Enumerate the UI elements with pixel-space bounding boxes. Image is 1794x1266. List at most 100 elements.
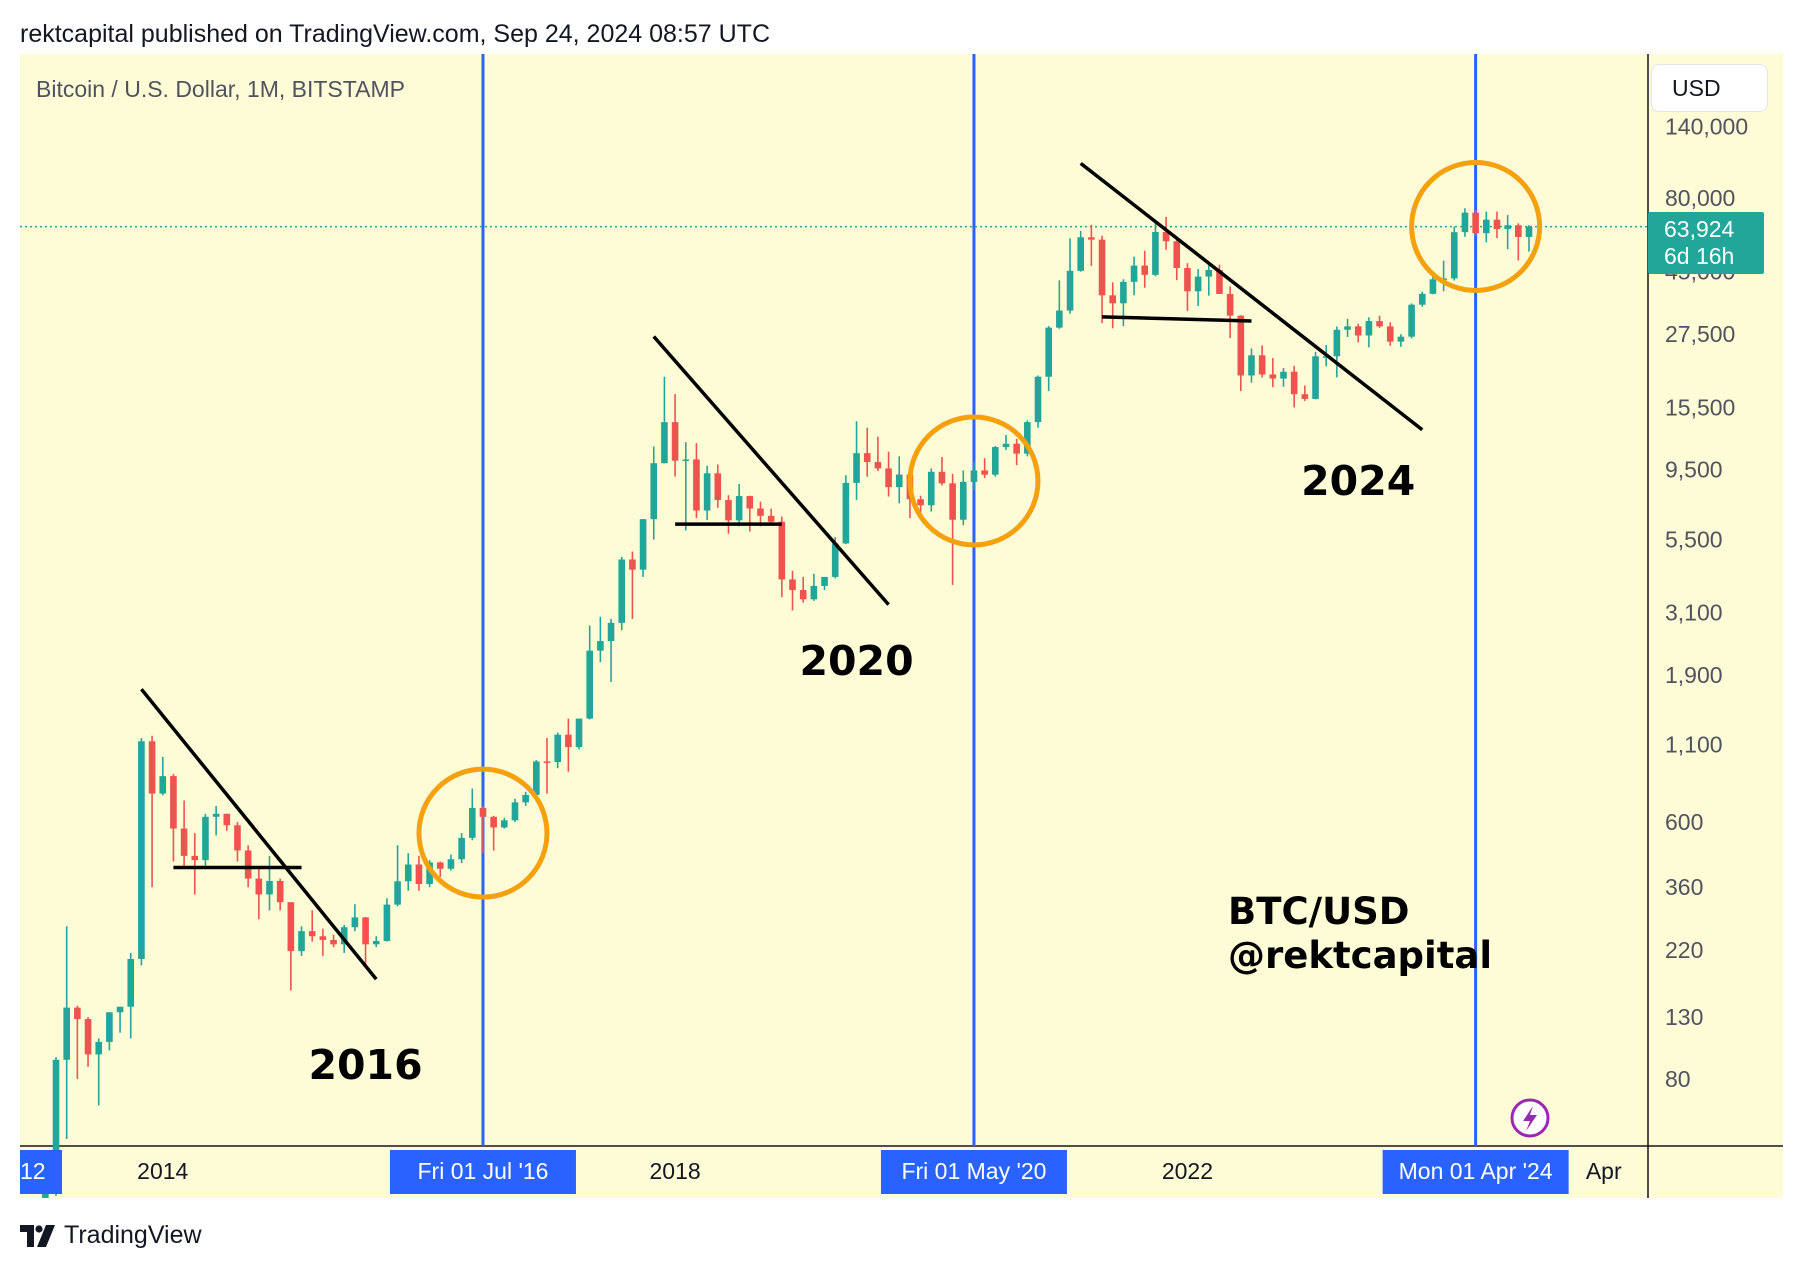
candle <box>757 501 764 527</box>
candle-body <box>1397 336 1405 342</box>
tradingview-brand-text: TradingView <box>64 1221 202 1249</box>
candle-body <box>1408 304 1415 337</box>
halving-date-label: Fri 01 Jul '16 <box>417 1158 548 1184</box>
candle-body <box>266 880 273 895</box>
downtrend-line <box>652 335 890 606</box>
candle-body <box>1045 327 1052 377</box>
watermark-line2: @rektcapital <box>1228 934 1492 977</box>
candle <box>468 788 476 841</box>
candle-body <box>52 1059 60 1192</box>
candle <box>885 451 892 497</box>
tradingview-brand[interactable]: TradingView <box>20 1221 202 1250</box>
candle <box>1354 323 1362 343</box>
candle <box>479 806 487 854</box>
candle-body <box>575 718 583 748</box>
candle-body <box>319 936 327 940</box>
candle-body <box>661 422 668 464</box>
candle-body <box>468 807 476 838</box>
candle-body <box>842 482 850 544</box>
candle <box>661 376 668 464</box>
candle-body <box>74 1007 81 1020</box>
candle <box>84 1017 92 1067</box>
candle-body <box>938 471 946 484</box>
halving-circle <box>416 766 550 900</box>
candle <box>1376 315 1383 328</box>
candle <box>1515 223 1522 261</box>
candle <box>394 845 401 907</box>
candle-body <box>287 902 295 952</box>
candle-body <box>394 881 401 905</box>
candle <box>170 773 177 862</box>
candle <box>276 878 284 911</box>
candle-body <box>95 1041 103 1055</box>
candle-body <box>1450 232 1458 279</box>
symbol-title[interactable]: Bitcoin / U.S. Dollar, 1M, BITSTAMP <box>36 76 405 102</box>
candle <box>95 1038 103 1106</box>
candle <box>1312 351 1319 400</box>
candle-body <box>479 807 487 817</box>
candle <box>74 1005 81 1079</box>
watermark-line1: BTC/USD <box>1228 890 1410 933</box>
candle-body <box>255 878 263 895</box>
lightning-icon <box>1510 1098 1550 1138</box>
candle-body <box>767 515 775 522</box>
candle <box>1098 235 1106 324</box>
candle <box>106 1012 113 1051</box>
candle-body <box>757 508 764 516</box>
candle-body <box>917 499 924 506</box>
candle-body <box>308 931 316 937</box>
candle <box>490 815 497 851</box>
candle <box>1408 303 1415 339</box>
candle-body <box>1184 268 1191 292</box>
halving-date-marker: Mon 01 Apr '24 <box>1382 1150 1569 1194</box>
candle <box>799 576 807 603</box>
candle-body <box>895 474 903 488</box>
candle-body <box>180 828 188 856</box>
candle <box>1173 236 1181 281</box>
candle-body <box>1354 326 1362 336</box>
last-price-label: 63,924 6d 16h <box>1648 212 1764 274</box>
candle <box>970 462 978 491</box>
candle <box>874 436 882 472</box>
currency-button[interactable]: USD <box>1651 64 1768 112</box>
candle <box>1280 367 1287 387</box>
candle-body <box>810 585 818 600</box>
candle-body <box>607 622 615 642</box>
candle <box>565 718 572 772</box>
candle-body <box>276 880 284 903</box>
candle-body <box>372 941 380 945</box>
candle <box>63 926 71 1139</box>
candle-body <box>501 820 508 828</box>
halving-date-marker: Fri 01 May '20 <box>880 1150 1067 1194</box>
candle <box>255 867 263 920</box>
candle <box>1226 286 1234 338</box>
candle-body <box>1418 293 1426 305</box>
candle <box>1472 210 1479 236</box>
price-chart[interactable]: 2016 2020 2024 BTC/USD@rektcapital 80 130 220 3… <box>20 54 1783 1198</box>
candle-body <box>1098 239 1106 296</box>
candle <box>703 465 711 521</box>
candle-body <box>404 864 412 882</box>
candle-body <box>1024 422 1031 454</box>
candle-body <box>1301 394 1309 399</box>
candle <box>618 556 626 631</box>
candle <box>1109 282 1117 329</box>
candle <box>927 468 935 512</box>
candle-body <box>1034 376 1042 423</box>
candle-body <box>586 650 594 719</box>
candle <box>554 732 561 769</box>
candle-body <box>1162 231 1170 242</box>
candle <box>1088 224 1095 266</box>
candle-body <box>42 1191 49 1198</box>
candle-body <box>1525 226 1533 237</box>
candle <box>148 735 156 888</box>
candle-body <box>234 825 241 851</box>
last-price-value: 63,924 <box>1664 216 1735 242</box>
candle-body <box>1333 329 1341 357</box>
candle <box>223 813 231 831</box>
price-tick-label: 3,100 <box>1665 600 1723 626</box>
candle-body <box>981 470 988 475</box>
candle-body <box>725 500 732 521</box>
candle-body <box>927 471 935 506</box>
candle-body <box>735 496 743 521</box>
